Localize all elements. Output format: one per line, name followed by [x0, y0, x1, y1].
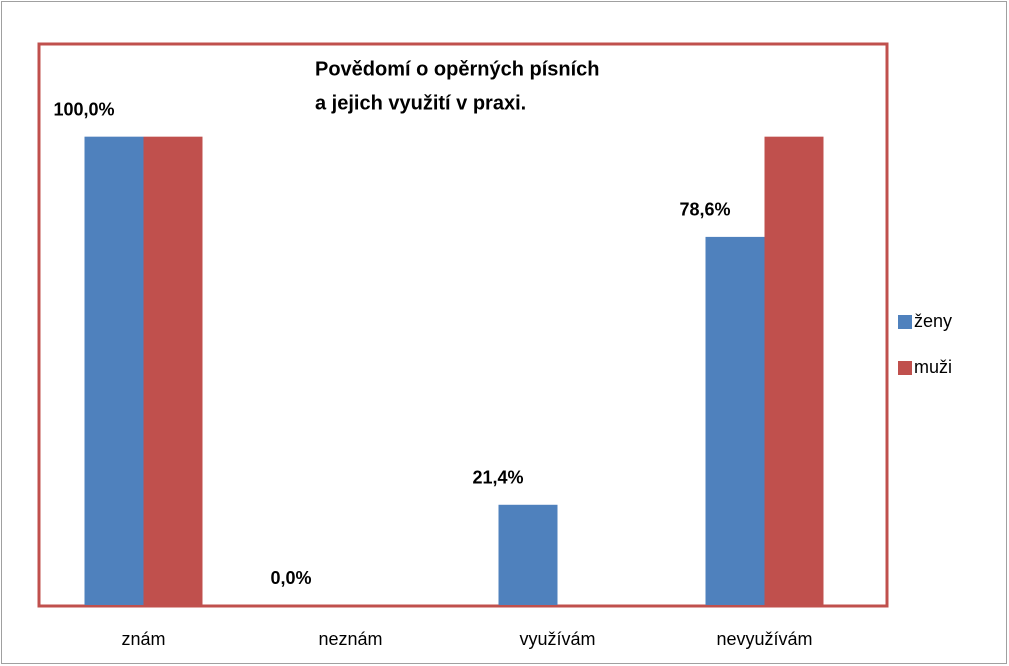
- bar: [705, 236, 765, 605]
- bar: [498, 504, 558, 605]
- legend-swatch: [898, 315, 912, 329]
- data-label: 100,0%: [53, 99, 114, 119]
- bar: [764, 136, 824, 605]
- x-tick-label: využívám: [519, 629, 595, 649]
- bar: [143, 136, 203, 605]
- x-tick-label: znám: [121, 629, 165, 649]
- data-label: 21,4%: [472, 468, 523, 488]
- plot-border: [37, 42, 889, 608]
- x-tick-label: nevyužívám: [716, 629, 812, 649]
- legend-label: muži: [914, 357, 952, 377]
- legend-swatch: [898, 361, 912, 375]
- chart-title: Povědomí o opěrných písních: [315, 58, 600, 80]
- chart-title: a jejich využití v praxi.: [315, 92, 526, 114]
- x-tick-label: neznám: [318, 629, 382, 649]
- bar: [84, 136, 144, 605]
- legend-label: ženy: [914, 311, 952, 331]
- data-label: 78,6%: [679, 200, 730, 220]
- data-label: 0,0%: [270, 568, 311, 588]
